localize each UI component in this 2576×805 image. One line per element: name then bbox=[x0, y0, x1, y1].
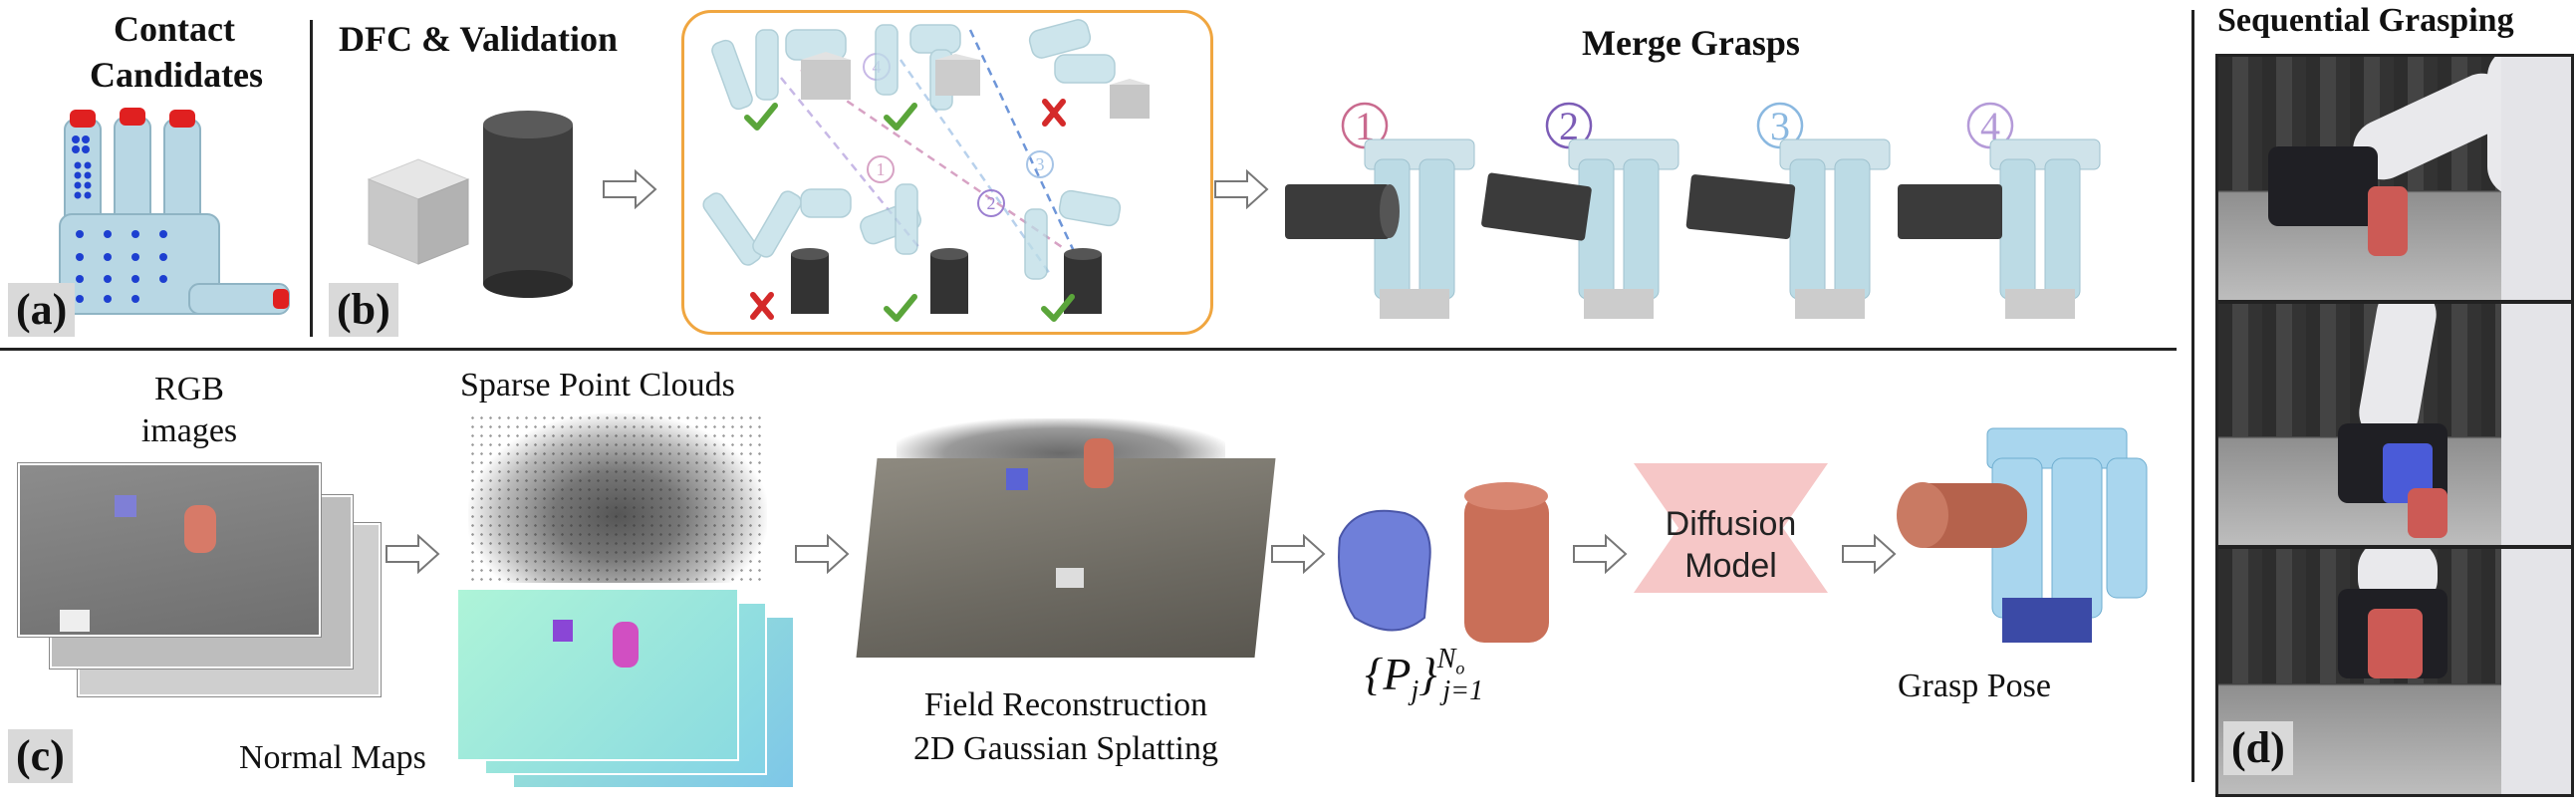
rgb-images-label: RGB images bbox=[140, 371, 238, 449]
panel-label-b: (b) bbox=[329, 283, 398, 337]
sparse-point-clouds-label: Sparse Point Clouds bbox=[460, 367, 735, 403]
divider-d bbox=[2191, 10, 2194, 782]
diffusion-model-label: Diffusion Model bbox=[1665, 505, 1797, 585]
merge-number-2: 2 bbox=[1559, 104, 1579, 148]
check-icon bbox=[884, 294, 917, 322]
sequential-photo-2 bbox=[2215, 301, 2574, 548]
grasp-pose-label: Grasp Pose bbox=[1898, 668, 2051, 704]
merge-number-4: 4 bbox=[1980, 104, 2000, 148]
divider-horizontal bbox=[0, 348, 2177, 351]
point-set-formula: {Pj}Noj=1 bbox=[1365, 643, 1484, 707]
panel-label-d: (d) bbox=[2223, 721, 2293, 775]
arrow-right-icon bbox=[1573, 534, 1628, 574]
object-meshes bbox=[1338, 482, 1549, 643]
divider-a-b bbox=[310, 20, 313, 337]
check-icon bbox=[744, 103, 778, 131]
contact-hand-illustration bbox=[59, 108, 290, 315]
rgb-image-stack bbox=[18, 463, 381, 696]
robot-hand-icon bbox=[1898, 138, 2101, 319]
robot-hand-icon bbox=[1285, 138, 1475, 319]
cross-icon bbox=[750, 292, 774, 320]
diffusion-model-block bbox=[1634, 463, 1828, 593]
panel-label-a: (a) bbox=[8, 283, 76, 337]
merge-grasps-title: Merge Grasps bbox=[1582, 23, 1800, 63]
grasp-pose-hand bbox=[1897, 427, 2148, 643]
robot-hand-icon bbox=[1685, 138, 1891, 319]
arrow-right-icon bbox=[386, 534, 440, 574]
arrow-right-icon bbox=[1842, 534, 1897, 574]
gaussian-splatting-field bbox=[856, 379, 1276, 668]
grasp-num-2-small: 2 bbox=[987, 193, 996, 213]
grasp-num-1-small: 1 bbox=[877, 159, 886, 179]
sequential-photo-3 bbox=[2215, 546, 2574, 797]
contact-points bbox=[72, 135, 167, 303]
cross-icon bbox=[1042, 99, 1066, 127]
contact-candidates-title: Contact Candidates bbox=[90, 9, 264, 95]
check-icon bbox=[884, 103, 917, 131]
field-reconstruction-label: Field Reconstruction 2D Gaussian Splatti… bbox=[913, 686, 1218, 767]
cube-and-cylinder bbox=[367, 111, 573, 298]
normal-map-stack bbox=[456, 588, 795, 789]
sequential-grasping-title: Sequential Grasping bbox=[2217, 2, 2514, 39]
merge-number-1: 1 bbox=[1355, 104, 1375, 148]
arrow-right-icon bbox=[603, 169, 657, 209]
robot-hand-icon bbox=[1481, 138, 1679, 319]
grasp-num-3-small: 3 bbox=[1036, 154, 1045, 174]
merged-grasps: 1 2 3 4 bbox=[1285, 102, 2101, 319]
validation-frame bbox=[681, 10, 1213, 335]
arrow-right-icon bbox=[795, 534, 850, 574]
cylinder-object bbox=[483, 111, 573, 298]
check-icon bbox=[1041, 294, 1075, 322]
merge-number-3: 3 bbox=[1770, 104, 1790, 148]
arrow-right-icon bbox=[1271, 534, 1326, 574]
sparse-point-cloud bbox=[468, 413, 767, 583]
sequential-photo-1 bbox=[2215, 54, 2574, 303]
cube-object bbox=[367, 158, 470, 265]
dfc-validation-title: DFC & Validation bbox=[339, 19, 619, 59]
arrow-right-icon bbox=[1214, 169, 1269, 209]
validation-grasps: 4 1 2 3 bbox=[702, 19, 1150, 322]
panel-label-c: (c) bbox=[8, 729, 73, 783]
normal-maps-label: Normal Maps bbox=[239, 739, 426, 776]
